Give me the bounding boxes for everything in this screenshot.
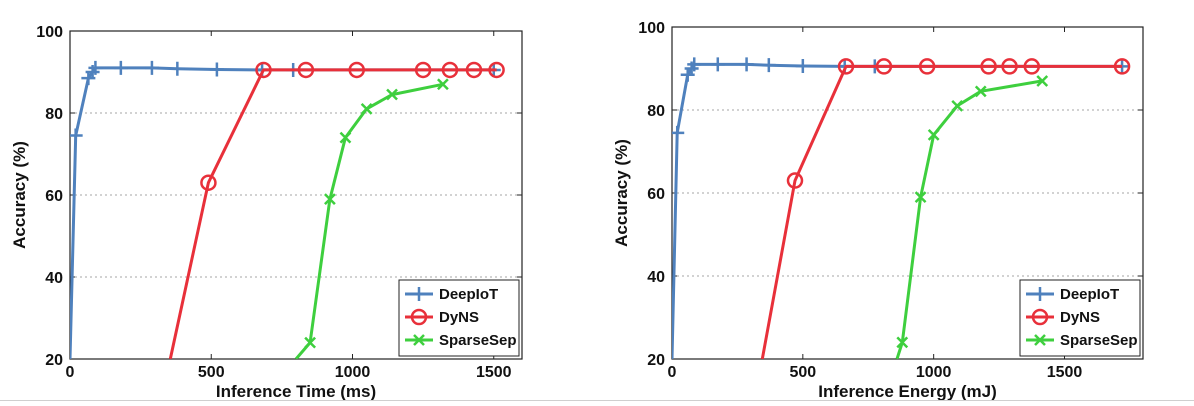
x-tick-label: 0 xyxy=(668,364,677,381)
legend: DeepIoT DyNS SparseSep xyxy=(1019,279,1141,357)
data-point-sparsesep xyxy=(914,191,927,204)
y-axis-title: Accuracy (%) xyxy=(10,141,29,249)
data-point-sparsesep xyxy=(896,336,909,349)
y-tick-label: 60 xyxy=(647,186,665,203)
y-axis-title: Accuracy (%) xyxy=(612,139,631,247)
data-point-sparsesep xyxy=(437,78,449,91)
legend-marker-deepiot xyxy=(412,287,426,301)
x-tick-label: 1000 xyxy=(916,364,952,381)
series-group xyxy=(672,57,1131,359)
page-divider xyxy=(0,400,1194,401)
y-tick-label: 40 xyxy=(45,270,63,287)
data-point-dyns xyxy=(488,61,505,79)
data-point-dyns xyxy=(414,61,432,79)
x-tick-label: 1500 xyxy=(476,364,512,381)
legend-label-dyns: DyNS xyxy=(439,309,479,326)
y-tick-label: 80 xyxy=(647,103,665,120)
series-group xyxy=(70,60,505,359)
x-tick-label: 1000 xyxy=(335,364,371,381)
legend-marker-sparsesep xyxy=(413,334,425,346)
legend-marker-deepiot xyxy=(1033,287,1047,301)
x-tick-label: 1500 xyxy=(1047,364,1083,381)
data-point-deepiot xyxy=(687,57,702,72)
data-point-dyns xyxy=(200,174,217,191)
data-point-sparsesep xyxy=(304,336,317,349)
data-point-dyns xyxy=(1001,58,1018,75)
legend-label-sparsesep: SparseSep xyxy=(1060,332,1138,349)
x-axis-title: Inference Time (ms) xyxy=(216,382,376,401)
data-point-dyns xyxy=(918,58,936,75)
y-tick-label: 40 xyxy=(647,269,665,286)
legend-label-deepiot: DeepIoT xyxy=(1060,286,1119,303)
y-tick-label: 100 xyxy=(36,24,63,41)
data-point-sparsesep xyxy=(339,131,352,144)
y-tick-label: 20 xyxy=(647,352,665,369)
legend: DeepIoT DyNS SparseSep xyxy=(398,279,520,357)
legend-label-sparsesep: SparseSep xyxy=(439,332,517,349)
data-point-dyns xyxy=(875,58,893,75)
y-tick-label: 80 xyxy=(45,106,63,123)
data-point-sparsesep xyxy=(386,88,398,101)
data-point-deepiot xyxy=(795,59,810,74)
legend-label-deepiot: DeepIoT xyxy=(439,286,498,303)
y-tick-label: 20 xyxy=(45,352,63,369)
data-point-dyns xyxy=(837,58,855,75)
data-point-sparsesep xyxy=(927,129,940,141)
data-point-sparsesep xyxy=(360,103,373,115)
data-point-deepiot xyxy=(144,60,159,75)
x-tick-label: 500 xyxy=(789,364,816,381)
legend-label-dyns: DyNS xyxy=(1060,309,1100,326)
x-axis-title: Inference Energy (mJ) xyxy=(818,382,997,401)
data-point-dyns xyxy=(980,58,997,75)
data-point-dyns xyxy=(1023,58,1041,75)
data-point-sparsesep xyxy=(1036,75,1049,87)
x-tick-label: 0 xyxy=(66,364,75,381)
data-point-sparsesep xyxy=(324,193,336,205)
data-point-deepiot xyxy=(739,57,754,72)
data-point-dyns xyxy=(786,172,804,189)
data-point-deepiot xyxy=(70,128,83,143)
data-point-deepiot xyxy=(672,125,685,140)
data-point-sparsesep xyxy=(951,99,964,112)
data-point-dyns xyxy=(255,61,272,79)
data-point-deepiot xyxy=(710,57,725,72)
legend-marker-sparsesep xyxy=(1034,334,1046,346)
legend-marker-dyns xyxy=(410,308,428,326)
data-point-dyns xyxy=(441,61,459,79)
y-tick-label: 60 xyxy=(45,188,63,205)
data-point-deepiot xyxy=(209,62,224,77)
data-point-deepiot xyxy=(761,58,776,73)
x-tick-label: 500 xyxy=(198,364,225,381)
legend-marker-dyns xyxy=(1031,308,1049,326)
data-point-sparsesep xyxy=(974,85,987,98)
data-point-dyns xyxy=(1113,58,1131,75)
data-point-deepiot xyxy=(170,61,185,76)
data-point-dyns xyxy=(348,61,365,79)
data-point-deepiot xyxy=(113,60,128,75)
y-tick-label: 100 xyxy=(638,20,665,37)
data-point-dyns xyxy=(297,61,315,79)
data-point-dyns xyxy=(465,61,483,79)
data-point-deepiot xyxy=(88,60,103,75)
